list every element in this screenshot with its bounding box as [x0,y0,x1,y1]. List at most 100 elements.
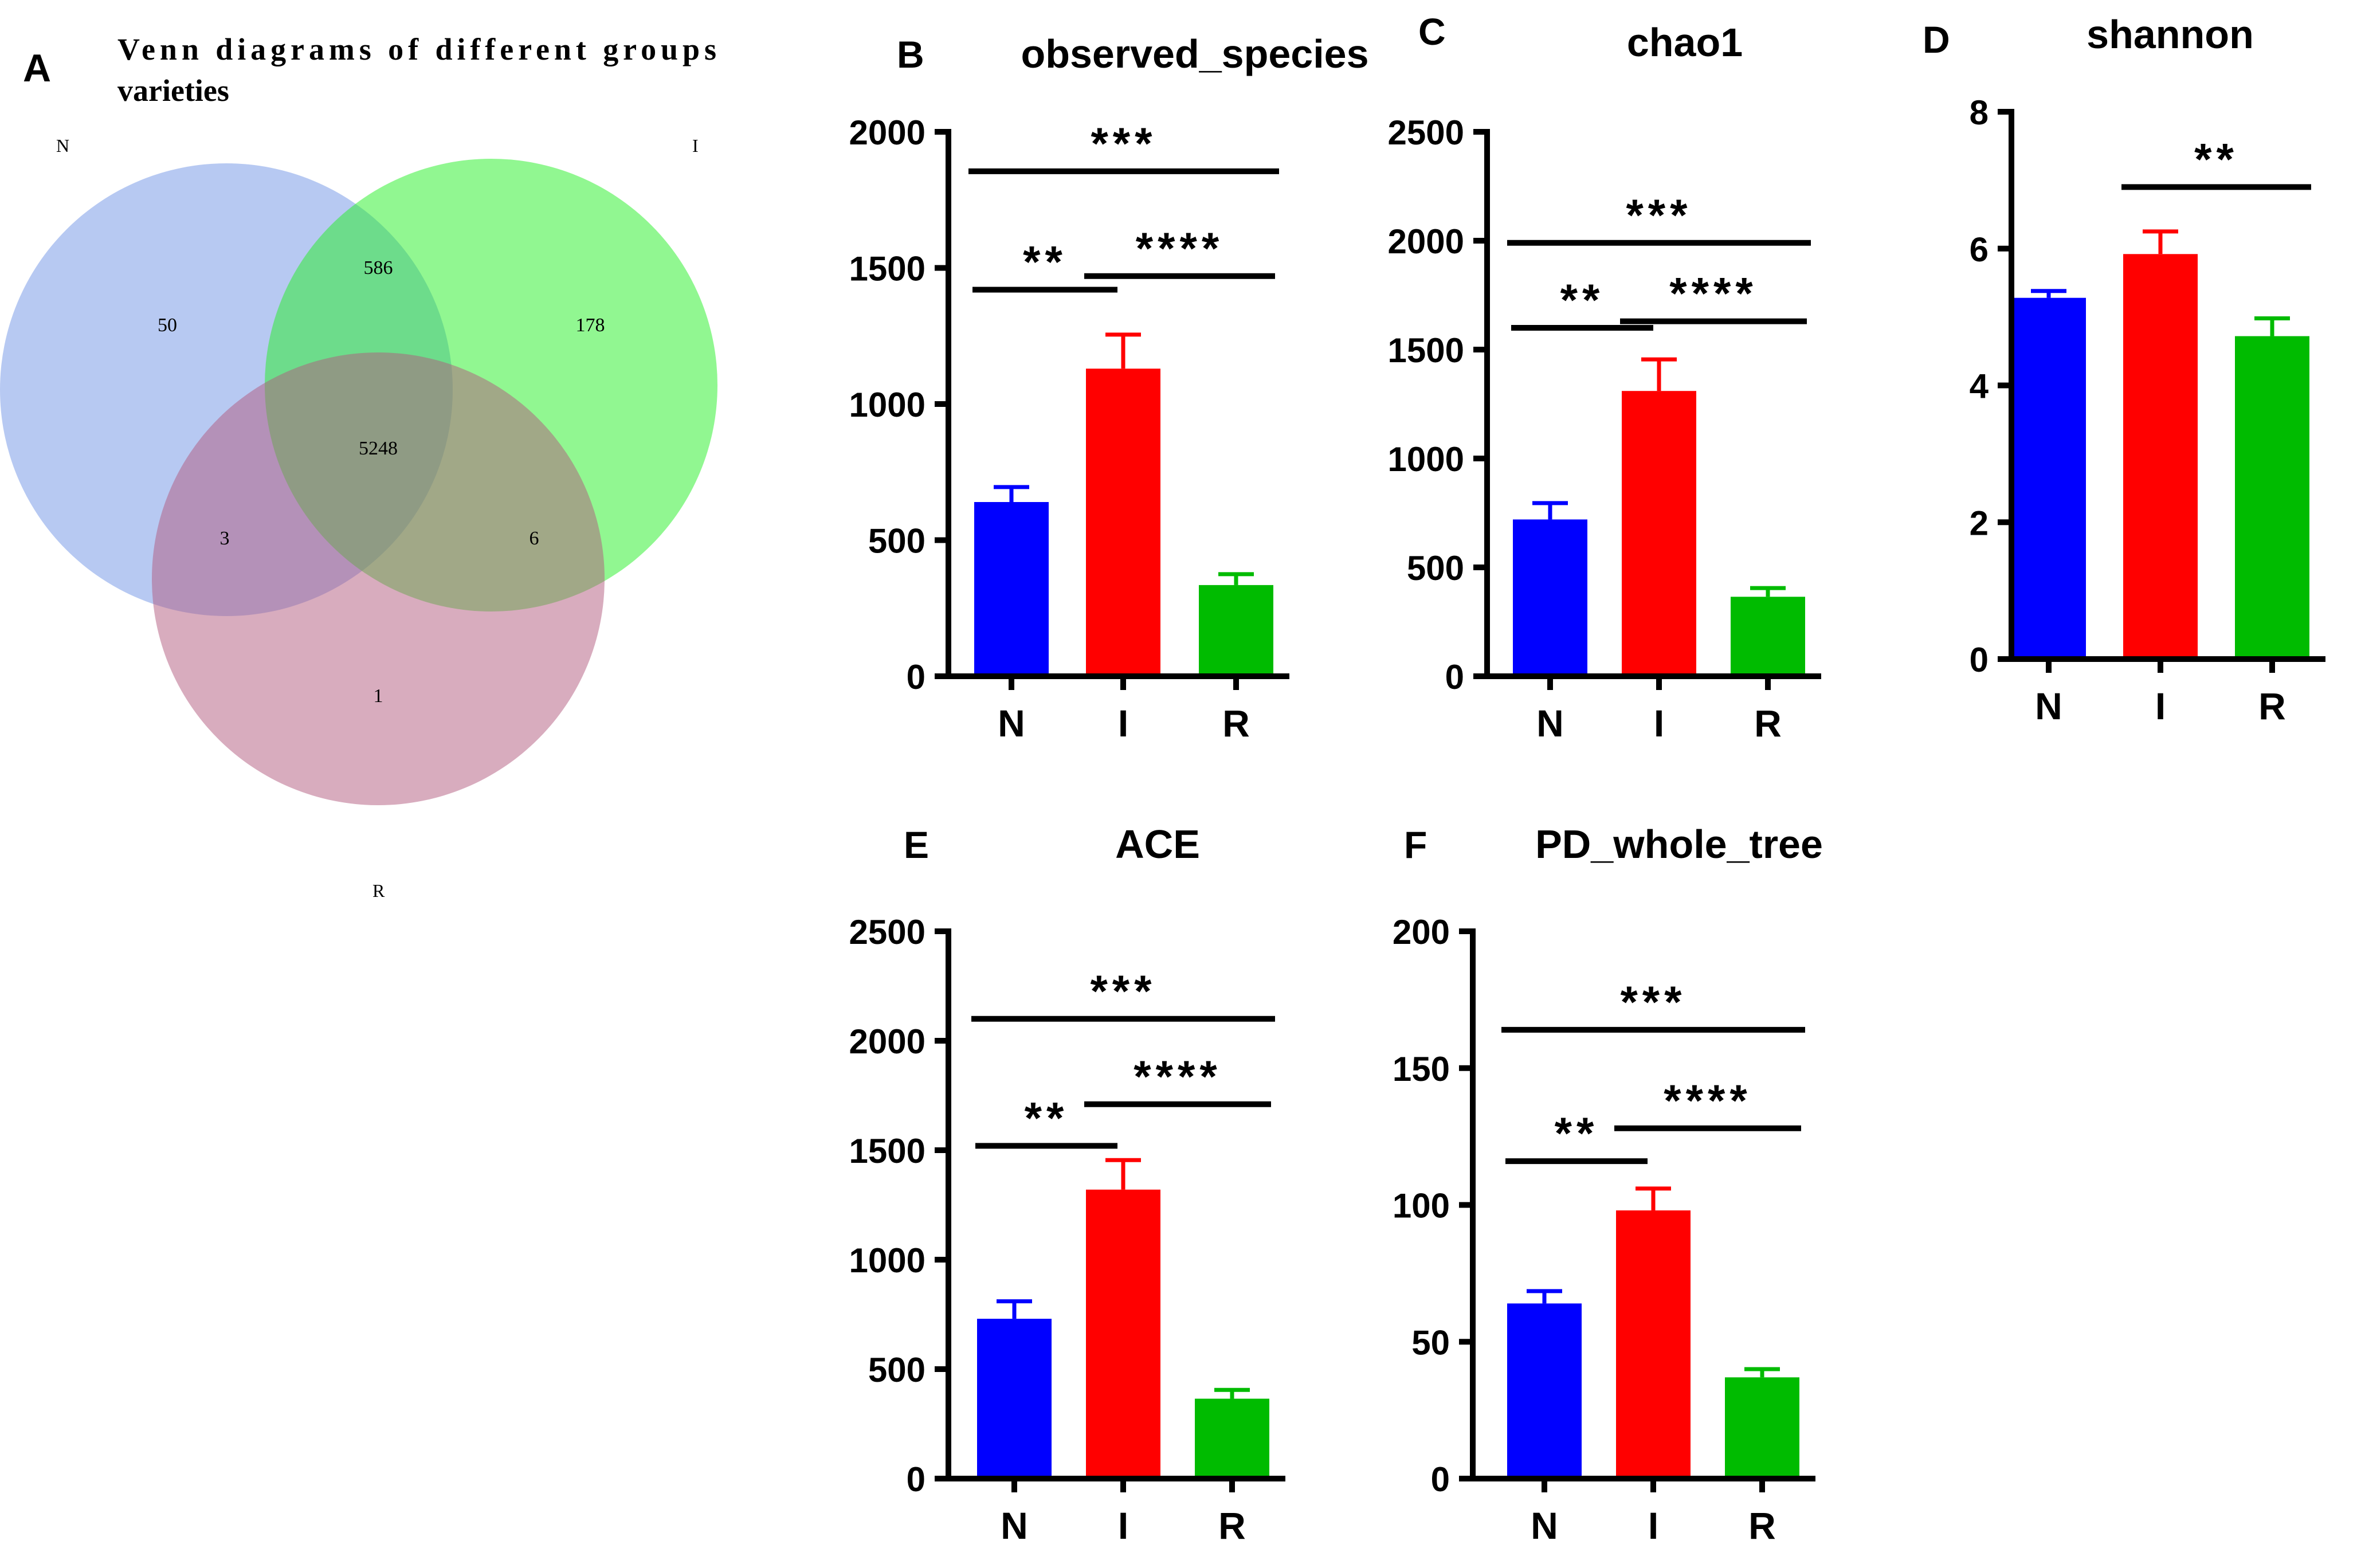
y-tick-label: 2500 [1388,113,1464,152]
y-tick-label: 0 [1970,641,1989,679]
bar-r [2235,336,2309,659]
y-tick-label: 2000 [1388,222,1464,261]
y-tick-label: 2000 [849,1022,925,1061]
y-tick-label: 500 [1407,549,1464,587]
y-tick-label: 4 [1970,367,1989,406]
x-tick-label: R [1748,1504,1776,1547]
bar-n [977,1319,1052,1479]
panel-label-d: D [1923,18,1950,61]
significance-label: *** [1620,977,1686,1027]
panel-label-b: B [897,33,924,76]
venn-region-i-r: 6 [530,528,539,549]
bar-n [974,502,1049,676]
y-tick-label: 6 [1970,230,1989,269]
venn-title-line1: Venn diagrams of different groups [117,32,716,66]
significance-label: **** [1134,1051,1221,1101]
venn-region-i-only: 178 [576,315,605,336]
panel-label-a: A [23,46,51,90]
panel-label-e: E [904,824,929,866]
y-tick-label: 0 [907,658,925,696]
bar-r [1195,1398,1269,1479]
x-tick-label: N [1001,1504,1028,1547]
significance-label: ** [1555,1108,1599,1158]
bar-i [1622,391,1696,676]
venn-region-n-i: 586 [364,257,393,279]
chart-title: PD_whole_tree [1535,822,1823,867]
y-tick-label: 200 [1393,913,1450,951]
significance-label: ** [1025,1092,1069,1143]
venn-region-n-r: 3 [220,528,230,549]
y-tick-label: 1000 [849,386,925,424]
y-tick-label: 50 [1411,1323,1450,1362]
significance-label: *** [1626,190,1692,240]
y-tick-label: 500 [868,1351,925,1389]
x-tick-label: I [1654,702,1664,744]
y-tick-label: 2000 [849,113,925,152]
chart-title: ACE [1115,822,1200,867]
y-tick-label: 0 [1445,658,1464,696]
significance-label: **** [1664,1075,1751,1126]
significance-label: *** [1091,118,1156,168]
bar-i [1086,369,1160,676]
y-tick-label: 1000 [849,1241,925,1280]
x-tick-label: R [2258,685,2286,727]
bar-n [1507,1303,1582,1479]
bar-r [1731,597,1805,676]
venn-panel: A Venn diagrams of different groups vari… [0,32,717,901]
bar-n [2011,297,2086,659]
chart-title: shannon [2087,12,2254,57]
y-tick-label: 1500 [1388,331,1464,370]
venn-circle-r [152,352,605,805]
chart-title: chao1 [1627,20,1743,65]
bar-i [1086,1189,1160,1479]
venn-set-label-n: N [56,135,69,156]
venn-region-n-i-r: 5248 [359,438,398,459]
significance-label: ** [2194,134,2238,184]
y-tick-label: 100 [1393,1187,1450,1225]
x-tick-label: N [1536,702,1564,744]
x-tick-label: R [1754,702,1782,744]
x-tick-label: I [1118,702,1128,744]
x-tick-label: I [1648,1504,1658,1547]
significance-label: **** [1136,223,1223,273]
venn-region-n-only: 50 [158,315,177,336]
y-tick-label: 0 [1431,1460,1450,1499]
x-tick-label: I [2155,685,2166,727]
bar-r [1199,585,1273,676]
y-tick-label: 1500 [849,250,925,288]
x-tick-label: N [1531,1504,1558,1547]
bar-r [1725,1377,1799,1479]
chart-title: observed_species [1021,32,1368,76]
significance-label: **** [1669,268,1757,319]
venn-set-label-i: I [692,135,699,156]
x-tick-label: N [2035,685,2062,727]
y-tick-label: 8 [1970,93,1989,132]
y-tick-label: 2500 [849,913,925,951]
y-tick-label: 150 [1393,1050,1450,1088]
y-tick-label: 0 [907,1460,925,1499]
panel-label-f: F [1404,824,1427,866]
significance-label: ** [1560,275,1605,325]
y-tick-label: 500 [868,522,925,560]
bar-n [1513,519,1587,676]
x-tick-label: R [1222,702,1250,744]
venn-region-r-only: 1 [374,685,383,707]
x-tick-label: N [998,702,1025,744]
x-tick-label: I [1118,1504,1128,1547]
y-tick-label: 2 [1970,504,1989,542]
x-tick-label: R [1218,1504,1246,1547]
significance-label: *** [1090,966,1156,1016]
bar-i [1616,1210,1691,1479]
y-tick-label: 1500 [849,1132,925,1170]
significance-label: ** [1023,237,1067,287]
y-tick-label: 1000 [1388,440,1464,479]
venn-title-line2: varieties [117,73,229,108]
bar-i [2123,254,2198,659]
panel-label-c: C [1418,10,1446,53]
